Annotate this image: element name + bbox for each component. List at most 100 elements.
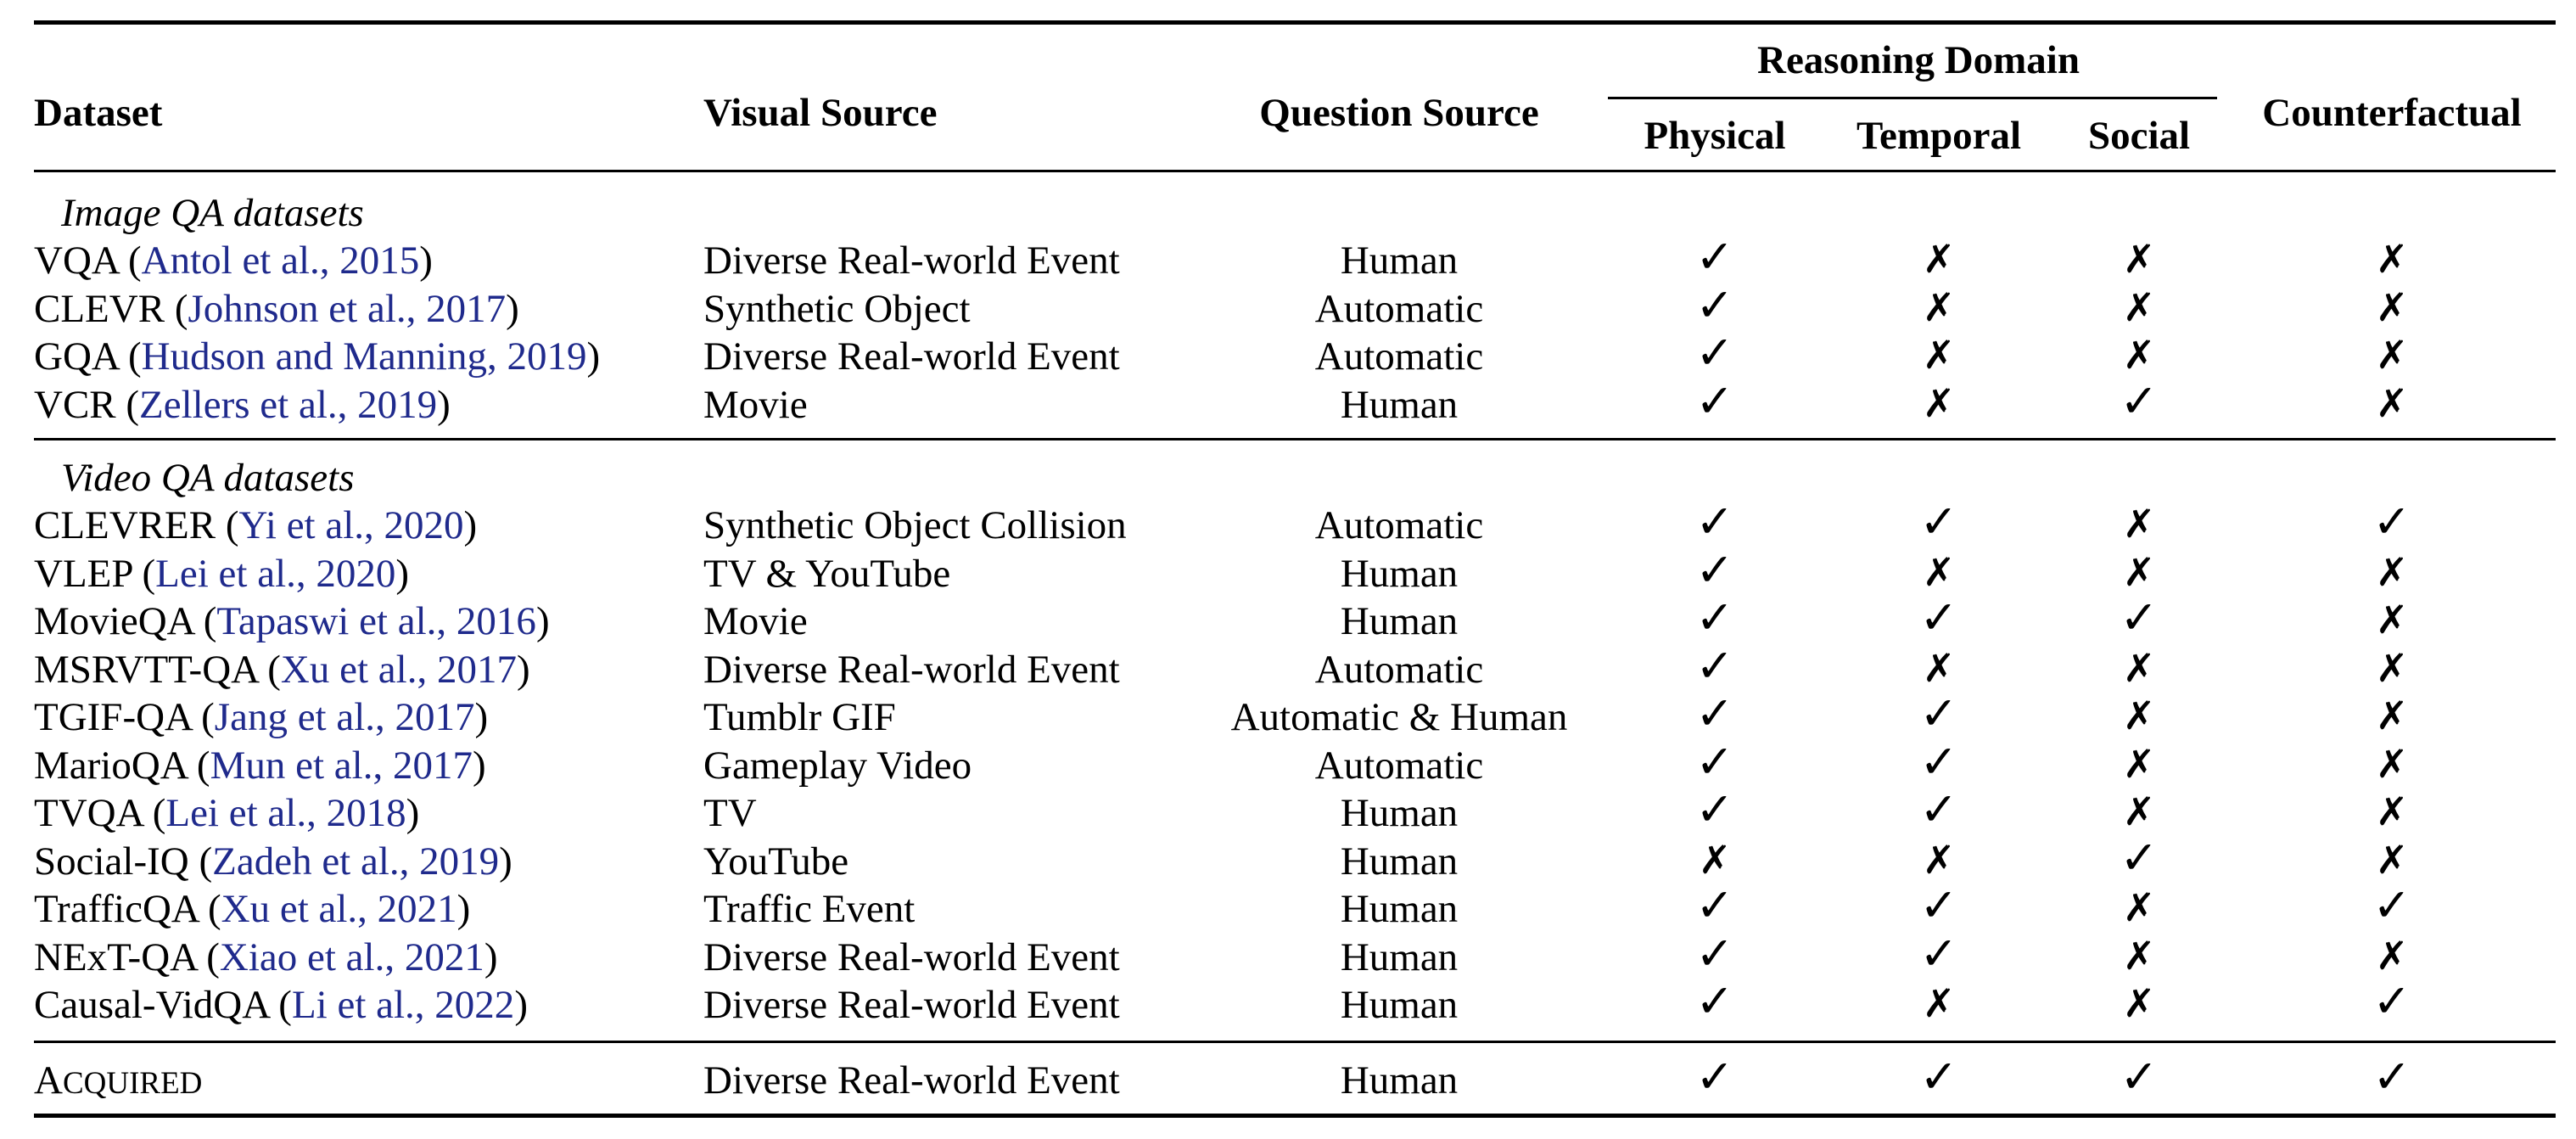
counterfactual-mark: ✗ xyxy=(2375,836,2409,883)
header-reasoning-domain: Reasoning Domain xyxy=(1757,38,2080,82)
temporal-mark: ✓ xyxy=(1919,591,1958,644)
citation-link[interactable]: Jang et al., 2017 xyxy=(214,695,475,739)
social-mark: ✗ xyxy=(2122,980,2156,1026)
header-social: Social xyxy=(2087,114,2191,158)
visual-source: Diverse Real-world Event xyxy=(703,934,1120,979)
dataset-label: TrafficQA xyxy=(34,887,199,931)
physical-mark: ✓ xyxy=(1695,687,1734,740)
reasoning-domain-underline xyxy=(1608,97,2217,99)
question-source: Human xyxy=(1340,983,1459,1027)
citation-link[interactable]: Li et al., 2022 xyxy=(291,983,515,1027)
header-rule xyxy=(34,170,2556,172)
physical-mark: ✓ xyxy=(1695,783,1734,836)
citation-link[interactable]: Johnson et al., 2017 xyxy=(188,286,507,331)
temporal-mark-acquired: ✓ xyxy=(1919,1050,1958,1103)
citation-link[interactable]: Zellers et al., 2019 xyxy=(139,382,438,427)
visual-source: Tumblr GIF xyxy=(703,695,896,739)
counterfactual-mark: ✗ xyxy=(2375,644,2409,691)
citation-link[interactable]: Tapaswi et al., 2016 xyxy=(216,599,536,643)
citation-link[interactable]: Yi et al., 2020 xyxy=(238,503,464,547)
question-source: Human xyxy=(1340,238,1459,283)
social-mark: ✗ xyxy=(2122,501,2156,547)
social-mark: ✗ xyxy=(2122,332,2156,378)
dataset-name: GQA (Hudson and Manning, 2019) xyxy=(34,334,601,379)
section-video-qa: Video QA datasets xyxy=(61,456,355,500)
temporal-mark: ✗ xyxy=(1922,980,1956,1026)
question-source-acquired: Human xyxy=(1340,1058,1459,1103)
counterfactual-mark: ✗ xyxy=(2375,379,2409,426)
dataset-label: NExT-QA xyxy=(34,934,197,979)
citation-link[interactable]: Lei et al., 2018 xyxy=(165,791,406,835)
physical-mark: ✓ xyxy=(1695,230,1734,283)
dataset-label: CLEVRER xyxy=(34,503,216,547)
physical-mark-acquired: ✓ xyxy=(1695,1050,1734,1103)
dataset-label: CLEVR xyxy=(34,286,165,331)
dataset-label: Causal-VidQA xyxy=(34,983,269,1027)
dataset-label: VQA xyxy=(34,238,119,283)
social-mark: ✗ xyxy=(2122,884,2156,930)
physical-mark: ✓ xyxy=(1695,542,1734,597)
social-mark: ✗ xyxy=(2122,283,2156,330)
visual-source: Diverse Real-world Event xyxy=(703,334,1120,379)
citation-link[interactable]: Antol et al., 2015 xyxy=(141,238,420,283)
dataset-name: MovieQA (Tapaswi et al., 2016) xyxy=(34,599,550,643)
citation-link[interactable]: Xiao et al., 2021 xyxy=(219,934,484,979)
visual-source: Diverse Real-world Event xyxy=(703,238,1120,283)
social-mark: ✓ xyxy=(2120,373,2159,428)
acquired-rest: CQUIRED xyxy=(62,1066,203,1101)
temporal-mark: ✗ xyxy=(1922,332,1956,378)
header-physical: Physical xyxy=(1644,114,1786,158)
physical-mark: ✓ xyxy=(1695,926,1734,980)
citation-link[interactable]: Zadeh et al., 2019 xyxy=(212,839,500,884)
citation-link[interactable]: Hudson and Manning, 2019 xyxy=(141,334,587,379)
physical-mark: ✓ xyxy=(1695,734,1734,788)
counterfactual-mark: ✓ xyxy=(2372,495,2411,548)
dataset-name: VQA (Antol et al., 2015) xyxy=(34,238,433,283)
temporal-mark: ✓ xyxy=(1919,734,1958,788)
counterfactual-mark: ✗ xyxy=(2375,693,2409,738)
header-temporal: Temporal xyxy=(1856,114,2022,158)
visual-source: Diverse Real-world Event xyxy=(703,647,1120,692)
physical-mark: ✓ xyxy=(1695,878,1734,932)
dataset-label: MovieQA xyxy=(34,599,193,643)
bottom-rule xyxy=(34,1114,2556,1118)
visual-source-acquired: Diverse Real-world Event xyxy=(703,1058,1120,1103)
counterfactual-mark-acquired: ✓ xyxy=(2372,1050,2411,1103)
visual-source: YouTube xyxy=(703,839,849,884)
social-mark: ✗ xyxy=(2122,644,2156,691)
citation-link[interactable]: Xu et al., 2021 xyxy=(221,887,457,931)
citation-link[interactable]: Xu et al., 2017 xyxy=(280,647,517,692)
counterfactual-mark: ✗ xyxy=(2375,548,2409,595)
question-source: Automatic & Human xyxy=(1230,695,1568,739)
question-source: Human xyxy=(1340,791,1459,835)
dataset-label: VLEP xyxy=(34,551,132,596)
temporal-mark: ✗ xyxy=(1922,283,1956,330)
acquired-initial: A xyxy=(34,1058,63,1103)
citation-link[interactable]: Mun et al., 2017 xyxy=(210,743,473,788)
counterfactual-mark: ✓ xyxy=(2372,878,2411,932)
header-question-source: Question Source xyxy=(1259,91,1539,135)
final-rule xyxy=(34,1041,2556,1043)
dataset-name: Causal-VidQA (Li et al., 2022) xyxy=(34,983,528,1027)
question-source: Human xyxy=(1340,887,1459,931)
dataset-name: Social-IQ (Zadeh et al., 2019) xyxy=(34,839,512,884)
visual-source: Diverse Real-world Event xyxy=(703,983,1120,1027)
visual-source: TV & YouTube xyxy=(703,551,951,596)
temporal-mark: ✓ xyxy=(1919,687,1958,740)
citation-link[interactable]: Lei et al., 2020 xyxy=(155,551,396,596)
section-rule xyxy=(34,438,2556,440)
counterfactual-mark: ✗ xyxy=(2375,283,2409,330)
counterfactual-mark: ✗ xyxy=(2375,740,2409,787)
question-source: Human xyxy=(1340,382,1459,427)
temporal-mark: ✗ xyxy=(1922,379,1956,426)
temporal-mark: ✗ xyxy=(1922,236,1956,282)
physical-mark: ✓ xyxy=(1695,373,1734,428)
social-mark: ✗ xyxy=(2122,236,2156,282)
top-rule xyxy=(34,20,2556,25)
dataset-name: TGIF-QA (Jang et al., 2017) xyxy=(34,695,489,739)
dataset-label: GQA xyxy=(34,334,119,379)
temporal-mark: ✓ xyxy=(1919,783,1958,836)
visual-source: TV xyxy=(703,791,757,835)
dataset-name-acquired: ACQUIRED xyxy=(34,1061,202,1101)
social-mark: ✗ xyxy=(2122,548,2156,595)
